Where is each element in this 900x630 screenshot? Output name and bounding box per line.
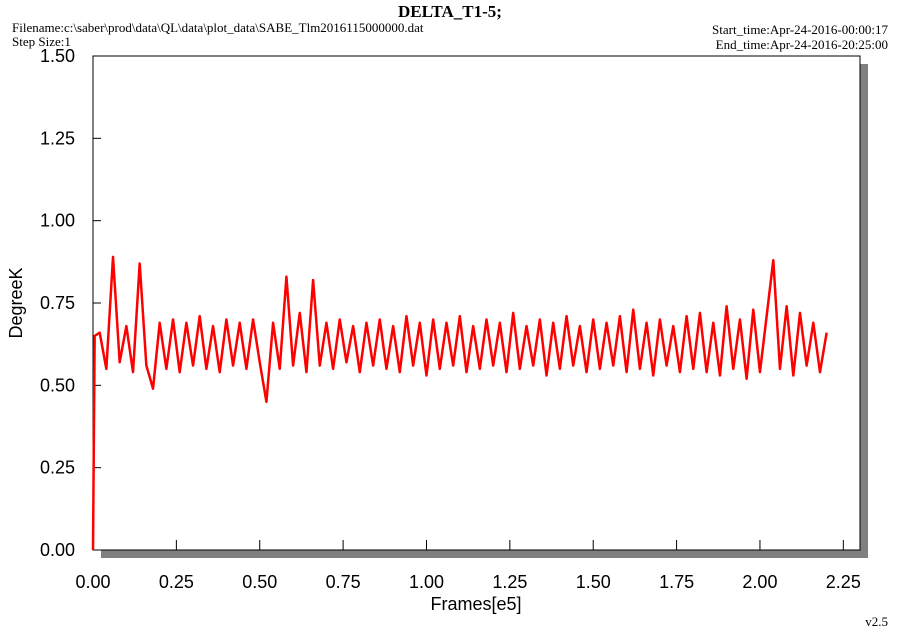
end-time: End_time:Apr-24-2016-20:25:00 <box>716 37 888 52</box>
x-tick-label: 1.25 <box>492 572 527 592</box>
data-line <box>91 255 828 551</box>
filename: Filename:c:\saber\prod\data\QL\data\plot… <box>12 20 424 35</box>
plot-area <box>92 55 861 551</box>
x-tick-label: 0.00 <box>75 572 110 592</box>
x-tick-label: 0.75 <box>326 572 361 592</box>
x-tick-label: 2.00 <box>742 572 777 592</box>
x-axis-label: Frames[e5] <box>430 594 521 614</box>
step-size: Step Size:1 <box>12 34 71 49</box>
y-tick-label: 1.00 <box>40 211 75 231</box>
y-tick-label: 0.50 <box>40 375 75 395</box>
x-tick-label: 1.50 <box>576 572 611 592</box>
x-tick-label: 0.25 <box>159 572 194 592</box>
version: v2.5 <box>865 614 888 629</box>
y-tick-label: 1.25 <box>40 128 75 148</box>
y-tick-label: 0.25 <box>40 458 75 478</box>
y-axis-label: DegreeK <box>6 267 26 338</box>
chart-title: DELTA_T1-5; <box>398 2 502 21</box>
start-time: Start_time:Apr-24-2016-00:00:17 <box>712 22 888 37</box>
x-tick-label: 2.25 <box>826 572 861 592</box>
y-tick-label: 1.50 <box>40 46 75 66</box>
y-tick-label: 0.00 <box>40 540 75 560</box>
x-tick-label: 0.50 <box>242 572 277 592</box>
x-tick-label: 1.75 <box>659 572 694 592</box>
x-tick-label: 1.00 <box>409 572 444 592</box>
y-tick-label: 0.75 <box>40 293 75 313</box>
